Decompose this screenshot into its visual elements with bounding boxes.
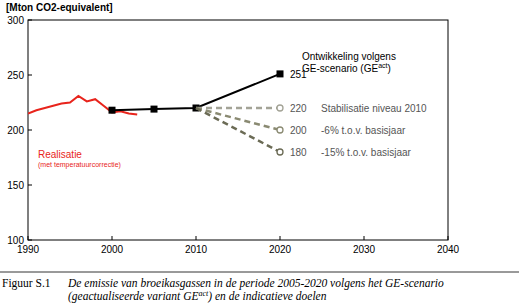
caption-label: Figuur S.1 [2, 277, 51, 290]
plot-frame [28, 20, 448, 240]
y-tick [28, 185, 32, 186]
marker [277, 127, 283, 133]
chart: [Mton CO2-equivalent]1001502002503001990… [0, 0, 519, 305]
caption-rule [0, 272, 519, 273]
x-tick-label: 1990 [17, 244, 40, 255]
series-line [196, 108, 280, 130]
caption-part: (geactualiseerde variant GE [68, 290, 199, 303]
x-tick [112, 236, 113, 240]
series-line [196, 108, 280, 152]
caption-part: ) en de indicatieve doelen [207, 290, 326, 303]
x-tick [196, 236, 197, 240]
x-tick [364, 236, 365, 240]
y-tick-label: 250 [7, 70, 24, 81]
x-tick [448, 236, 449, 240]
end-value-label: 200 [290, 125, 307, 136]
series-label: Realisatie [38, 149, 82, 160]
series-label: Stabilisatie niveau 2010 [321, 103, 427, 114]
x-tick-label: 2040 [437, 244, 460, 255]
y-tick-label: 200 [7, 125, 24, 136]
annotation: GE-scenario (GEact) [302, 62, 391, 74]
x-tick-label: 2030 [353, 244, 376, 255]
end-value-label: 180 [290, 147, 307, 158]
x-tick-label: 2020 [269, 244, 292, 255]
caption-text: (geactualiseerde variant GEact) en de in… [68, 289, 327, 303]
marker [151, 106, 158, 113]
y-tick [28, 20, 32, 21]
marker [109, 107, 116, 114]
annotation-sup: act [378, 62, 387, 69]
annotation: Ontwikkeling volgens [302, 51, 396, 62]
annotation-part: ) [387, 63, 390, 74]
marker [277, 149, 283, 155]
series-line [28, 96, 137, 115]
marker [277, 105, 283, 111]
y-tick-label: 300 [7, 15, 24, 26]
x-tick [280, 236, 281, 240]
marker [277, 70, 284, 77]
series-group [28, 70, 284, 155]
annotation: (met temperatuurcorrectie) [38, 161, 121, 169]
x-tick [28, 236, 29, 240]
y-tick [28, 240, 32, 241]
y-axis-label: [Mton CO2-equivalent] [6, 2, 113, 13]
series-label: -15% t.o.v. basisjaar [321, 147, 412, 158]
x-tick-label: 2010 [185, 244, 208, 255]
y-tick [28, 130, 32, 131]
series-label: -6% t.o.v. basisjaar [321, 125, 406, 136]
y-tick-label: 150 [7, 180, 24, 191]
series-line [196, 107, 280, 110]
annotation-part: GE-scenario (GE [302, 63, 378, 74]
y-tick [28, 75, 32, 76]
caption-text: De emissie van broeikasgassen in de peri… [67, 277, 444, 290]
end-value-label: 220 [290, 103, 307, 114]
x-tick-label: 2000 [101, 244, 124, 255]
